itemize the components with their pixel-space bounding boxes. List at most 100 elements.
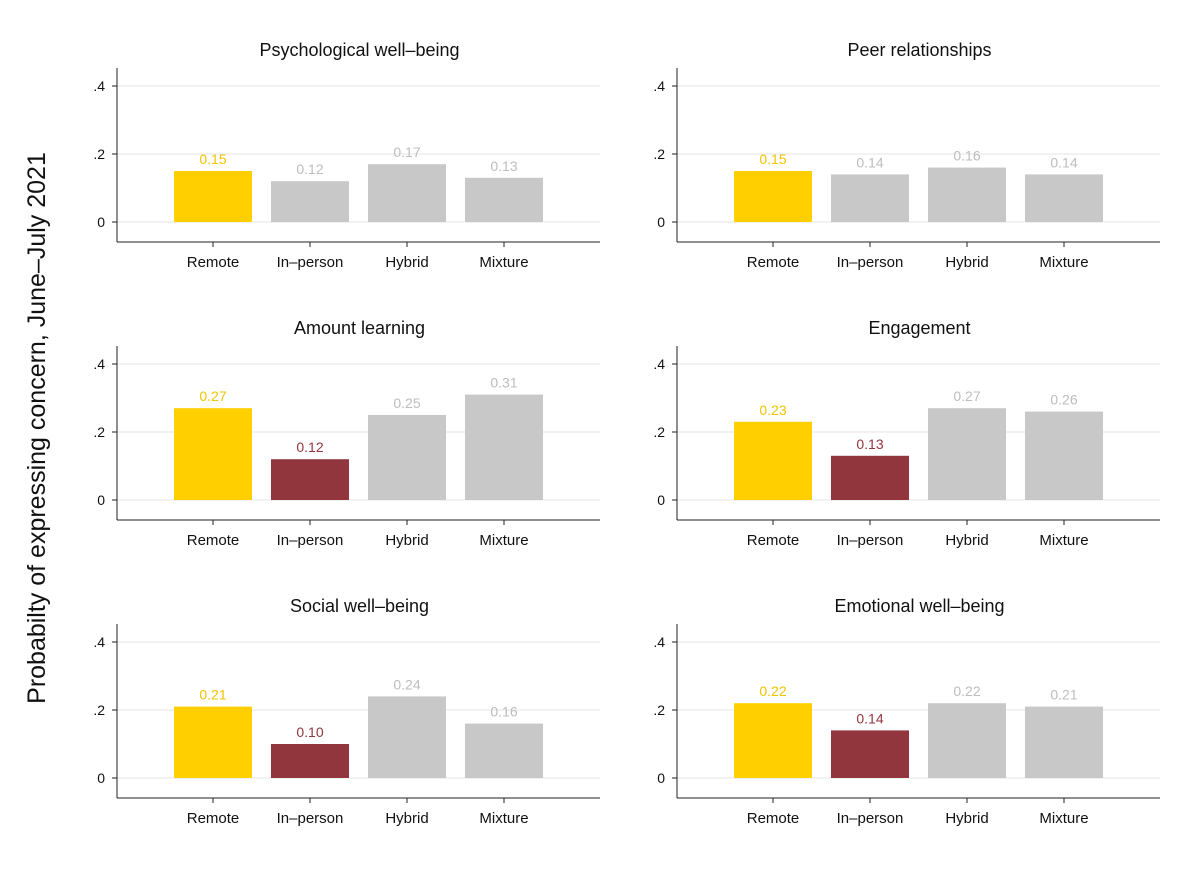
y-tick-label: 0 — [97, 770, 105, 786]
bar — [174, 706, 252, 778]
y-tick-label: .2 — [653, 146, 665, 162]
bar — [831, 455, 909, 500]
x-tick-label: In–person — [277, 532, 344, 549]
y-tick-label: .2 — [653, 702, 665, 718]
y-tick-label: 0 — [97, 492, 105, 508]
bar-value-label: 0.21 — [199, 687, 226, 703]
bar-value-label: 0.27 — [953, 388, 980, 404]
bar — [465, 723, 543, 778]
panel-title: Social well–being — [290, 596, 429, 616]
bar-value-label: 0.24 — [393, 676, 420, 692]
y-tick-label: 0 — [657, 492, 665, 508]
x-tick-label: Mixture — [479, 532, 528, 549]
bar — [174, 408, 252, 500]
bar — [928, 703, 1006, 778]
bar-value-label: 0.13 — [856, 436, 883, 452]
bar — [271, 744, 349, 778]
panel-title: Engagement — [868, 318, 970, 338]
x-tick-label: Remote — [187, 532, 240, 549]
bar — [465, 394, 543, 500]
bar-value-label: 0.31 — [490, 375, 517, 391]
bar — [1025, 174, 1103, 222]
bar-value-label: 0.21 — [1050, 687, 1077, 703]
bar — [368, 415, 446, 500]
y-tick-label: 0 — [97, 214, 105, 230]
bar-value-label: 0.13 — [490, 158, 517, 174]
x-tick-label: Remote — [747, 254, 800, 271]
y-tick-label: .4 — [653, 634, 665, 650]
y-tick-label: .4 — [653, 78, 665, 94]
bar — [271, 459, 349, 500]
bar-value-label: 0.27 — [199, 388, 226, 404]
x-tick-label: Hybrid — [385, 254, 428, 271]
bar — [734, 421, 812, 500]
bar — [271, 181, 349, 222]
chart-panel: Amount learning 0 .2 .4 0.27 Remote 0.12 In–per… — [93, 318, 600, 549]
bar-value-label: 0.10 — [296, 724, 323, 740]
x-tick-label: In–person — [837, 810, 904, 827]
bar-value-label: 0.25 — [393, 395, 420, 411]
bar — [1025, 706, 1103, 778]
bar — [831, 730, 909, 778]
chart-panel: Emotional well–being 0 .2 .4 0.22 Remote 0.14 I… — [653, 596, 1160, 827]
panel-title: Amount learning — [294, 318, 425, 338]
x-tick-label: Remote — [747, 810, 800, 827]
panel-title: Peer relationships — [847, 40, 991, 60]
x-tick-label: In–person — [277, 810, 344, 827]
bar-value-label: 0.16 — [953, 148, 980, 164]
chart-panel: Engagement 0 .2 .4 0.23 Remote 0.13 In–person 0.… — [653, 318, 1160, 549]
bar-value-label: 0.23 — [759, 402, 786, 418]
x-tick-label: Hybrid — [945, 810, 988, 827]
bar — [831, 174, 909, 222]
x-tick-label: Hybrid — [945, 532, 988, 549]
y-tick-label: .4 — [93, 356, 105, 372]
bar — [174, 171, 252, 222]
bar — [734, 171, 812, 222]
bar-value-label: 0.14 — [856, 710, 883, 726]
y-tick-label: .4 — [653, 356, 665, 372]
chart-panel: Peer relationships 0 .2 .4 0.15 Remote 0.14 In–… — [653, 40, 1160, 271]
x-tick-label: Remote — [747, 532, 800, 549]
bar — [1025, 411, 1103, 500]
y-tick-label: .2 — [653, 424, 665, 440]
y-tick-label: .4 — [93, 78, 105, 94]
y-tick-label: .2 — [93, 702, 105, 718]
x-tick-label: Hybrid — [945, 254, 988, 271]
x-tick-label: Hybrid — [385, 532, 428, 549]
bar — [928, 408, 1006, 500]
chart-panel: Psychological well–being 0 .2 .4 0.15 Remote 0… — [93, 40, 600, 271]
panel-title: Psychological well–being — [259, 40, 459, 60]
bar-value-label: 0.12 — [296, 439, 323, 455]
x-tick-label: Mixture — [1039, 532, 1088, 549]
y-tick-label: .4 — [93, 634, 105, 650]
chart-panels: Psychological well–being 0 .2 .4 0.15 Remote 0… — [93, 40, 1160, 827]
x-tick-label: Hybrid — [385, 810, 428, 827]
y-tick-label: 0 — [657, 770, 665, 786]
bar — [368, 164, 446, 222]
y-axis-label: Probabilty of expressing concern, June–J… — [23, 152, 51, 704]
bar-value-label: 0.22 — [953, 683, 980, 699]
bar-value-label: 0.16 — [490, 704, 517, 720]
x-tick-label: In–person — [837, 532, 904, 549]
bar — [734, 703, 812, 778]
bar — [368, 696, 446, 778]
x-tick-label: Remote — [187, 810, 240, 827]
panel-title: Emotional well–being — [834, 596, 1004, 616]
bar-value-label: 0.15 — [199, 151, 226, 167]
x-tick-label: Mixture — [1039, 254, 1088, 271]
bar-value-label: 0.14 — [1050, 154, 1077, 170]
chart-panel: Social well–being 0 .2 .4 0.21 Remote 0.10 In–p… — [93, 596, 600, 827]
bar-value-label: 0.22 — [759, 683, 786, 699]
x-tick-label: In–person — [277, 254, 344, 271]
bar-value-label: 0.26 — [1050, 392, 1077, 408]
bar — [928, 167, 1006, 222]
y-tick-label: 0 — [657, 214, 665, 230]
x-tick-label: In–person — [837, 254, 904, 271]
x-tick-label: Remote — [187, 254, 240, 271]
y-tick-label: .2 — [93, 146, 105, 162]
x-tick-label: Mixture — [1039, 810, 1088, 827]
bar-value-label: 0.15 — [759, 151, 786, 167]
y-tick-label: .2 — [93, 424, 105, 440]
bar-value-label: 0.14 — [856, 154, 883, 170]
